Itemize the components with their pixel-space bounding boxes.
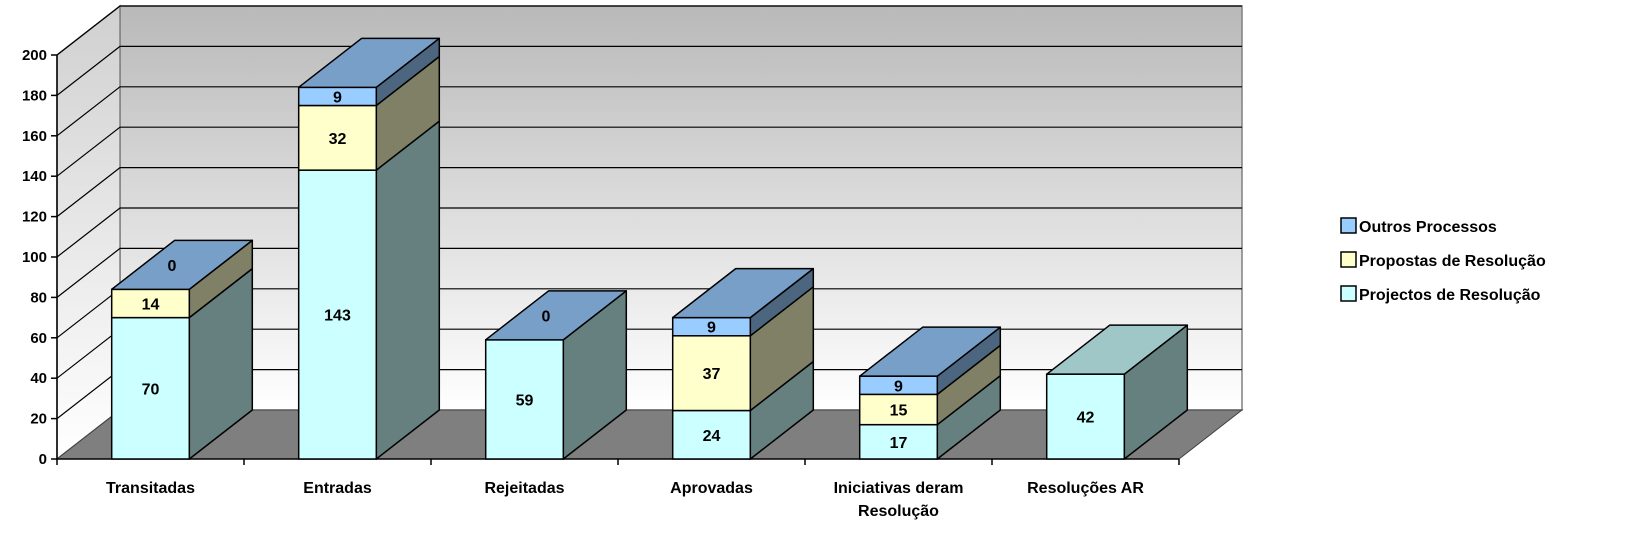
x-category-label: Rejeitadas [484, 480, 564, 497]
bar-stack: 17 15 9 [858, 326, 1002, 460]
y-tick-label: 20 [30, 411, 47, 428]
bar-segment [110, 316, 191, 460]
data-label: 0 [168, 258, 177, 275]
y-tick-label: 200 [22, 47, 47, 64]
x-category-label-line: Iniciativas deram [834, 480, 964, 497]
y-tick-label: 60 [30, 330, 47, 347]
bar-segment [858, 393, 939, 426]
bar-segment [858, 423, 939, 460]
x-category-label-line: Aprovadas [670, 480, 753, 497]
bar-segment [671, 335, 752, 412]
data-label: 42 [1077, 410, 1095, 427]
data-label: 143 [324, 308, 351, 325]
gridline [56, 167, 1242, 218]
x-category-label: Transitadas [106, 480, 195, 497]
y-tick-label: 40 [30, 370, 47, 387]
x-category-label: Entradas [303, 480, 372, 497]
bar-top [110, 239, 254, 291]
gridline [56, 5, 1242, 56]
bar-stack: 59 0 [484, 290, 628, 460]
bar-segment [1045, 373, 1126, 460]
x-category-label-line: Entradas [303, 480, 372, 497]
data-label: 15 [890, 403, 908, 420]
data-label: 0 [542, 308, 551, 325]
bar-stack: 42 [1045, 324, 1189, 460]
data-label: 70 [142, 381, 160, 398]
bar-top [1045, 324, 1189, 375]
bar-top [671, 267, 815, 319]
y-tick-label: 0 [39, 451, 47, 468]
y-tick-label: 100 [22, 249, 47, 266]
legend-swatch [1340, 251, 1357, 268]
legend: Outros Processos Propostas de Resolução Pr… [1340, 217, 1546, 304]
data-label: 24 [703, 428, 721, 445]
gridline [56, 207, 1242, 258]
gridline [56, 86, 1242, 137]
gridline [56, 45, 1242, 96]
data-label: 59 [516, 392, 534, 409]
legend-label: Projectos de Resolução [1359, 287, 1541, 304]
y-tick-label: 180 [22, 87, 47, 104]
bar-segment [110, 288, 191, 319]
bar-segment [484, 339, 565, 460]
legend-label: Propostas de Resolução [1359, 253, 1546, 270]
gridline [56, 247, 1242, 298]
bar-top [297, 37, 441, 89]
gridlines [56, 5, 1242, 420]
y-tick-label: 80 [30, 289, 47, 306]
legend-label: Outros Processos [1359, 219, 1497, 236]
legend-swatch [1340, 217, 1357, 234]
data-label: 32 [329, 131, 347, 148]
bar-stack: 24 37 9 [671, 267, 815, 460]
y-tick-label: 140 [22, 168, 47, 185]
bar-stack: 70 14 0 [110, 239, 254, 460]
data-label: 37 [703, 366, 721, 383]
gridline [56, 126, 1242, 177]
data-label: 17 [890, 435, 908, 452]
x-category-label: Resoluções AR [1027, 480, 1144, 497]
x-category-label: Aprovadas [670, 480, 753, 497]
data-label: 9 [707, 320, 716, 337]
data-label: 9 [894, 378, 903, 395]
y-tick-label: 160 [22, 128, 47, 145]
bars: 70 14 0 143 32 9 59 0 24 37 9 17 15 9 42 [110, 37, 1189, 460]
x-category-label-line: Transitadas [106, 480, 195, 497]
bar-top [484, 290, 628, 341]
data-label: 14 [142, 296, 160, 313]
bar-stack: 143 32 9 [297, 37, 441, 460]
data-label: 9 [333, 89, 342, 106]
bar-side [375, 120, 441, 460]
bar-segment [297, 169, 378, 460]
legend-swatch [1340, 285, 1357, 302]
x-category-label-line: Resoluções AR [1027, 480, 1144, 497]
x-category-label-line: Resolução [858, 503, 939, 520]
bar-top [858, 326, 1002, 377]
y-tick-label: 120 [22, 209, 47, 226]
x-category-label: Iniciativas deram Resolução [834, 480, 964, 520]
x-category-label-line: Rejeitadas [484, 480, 564, 497]
